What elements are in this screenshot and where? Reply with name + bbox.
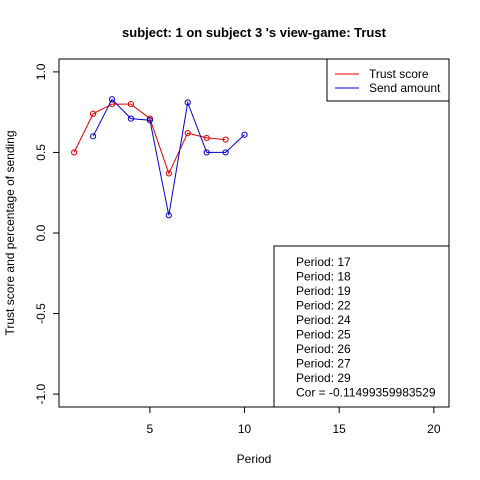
y-tick-label: 0.5 xyxy=(34,144,48,161)
data-point xyxy=(184,130,191,137)
data-point xyxy=(71,149,78,156)
data-point xyxy=(108,96,116,103)
chart-title: subject: 1 on subject 3 's view-game: Tr… xyxy=(122,25,387,40)
series-line-trust-score xyxy=(73,103,226,175)
y-tick-label: 1.0 xyxy=(34,63,48,80)
info-line: Period: 26 xyxy=(296,342,351,356)
y-tick-label: -1.0 xyxy=(34,383,48,404)
legend-label: Send amount xyxy=(369,81,441,95)
data-point xyxy=(222,149,229,156)
info-line: Period: 18 xyxy=(296,270,351,284)
data-point xyxy=(127,115,135,122)
info-line: Period: 25 xyxy=(296,328,351,342)
data-point xyxy=(203,149,210,156)
series-line-send-amount xyxy=(92,98,245,216)
data-point xyxy=(165,212,172,219)
x-tick-label: 20 xyxy=(427,422,441,436)
y-axis: -1.0 -0.5 0.0 0.5 1.0 xyxy=(34,63,59,404)
info-line: Period: 17 xyxy=(296,255,351,269)
data-point xyxy=(89,110,97,117)
info-line: Period: 22 xyxy=(296,299,351,313)
y-tick-label: 0.0 xyxy=(34,224,48,241)
x-tick-label: 15 xyxy=(333,422,347,436)
data-point xyxy=(89,133,97,140)
x-axis: 5 10 15 20 xyxy=(147,407,441,436)
data-point xyxy=(127,101,135,108)
data-point xyxy=(222,136,229,143)
data-point xyxy=(146,117,153,124)
data-point xyxy=(165,170,172,177)
info-line: Period: 24 xyxy=(296,313,351,327)
legend-box xyxy=(326,58,450,102)
info-line: Cor = -0.11499359983529 xyxy=(296,386,436,400)
data-point xyxy=(184,99,191,106)
x-axis-label: Period xyxy=(237,452,272,466)
info-line: Period: 29 xyxy=(296,371,351,385)
info-box-frame xyxy=(273,245,450,408)
data-point xyxy=(241,131,248,138)
y-axis-label: Trust score and percentage of sending xyxy=(3,130,17,335)
y-tick-label: -0.5 xyxy=(34,303,48,324)
info-line: Period: 27 xyxy=(296,357,351,371)
x-tick-label: 10 xyxy=(238,422,252,436)
legend-label: Trust score xyxy=(369,67,429,81)
series-layer xyxy=(71,96,248,219)
data-point xyxy=(203,134,210,142)
info-line: Period: 19 xyxy=(296,284,351,298)
x-tick-label: 5 xyxy=(147,422,154,436)
